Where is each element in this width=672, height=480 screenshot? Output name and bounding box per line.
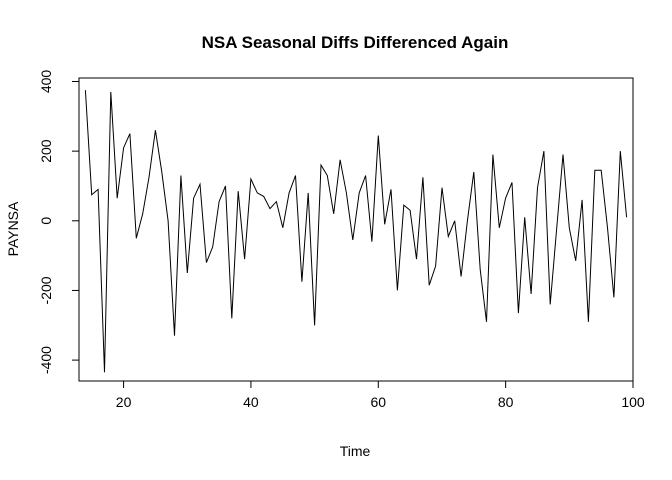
y-tick-label: -400 (38, 346, 54, 374)
series-line-paynsa (84, 90, 628, 373)
y-tick-label: 200 (38, 139, 54, 163)
x-tick-label: 60 (370, 394, 386, 410)
chart-title: NSA Seasonal Diffs Differenced Again (202, 33, 509, 52)
x-tick-label: 20 (116, 394, 132, 410)
x-axis-label: Time (340, 443, 371, 459)
x-tick-label: 40 (243, 394, 259, 410)
x-tick-label: 100 (621, 394, 645, 410)
y-tick-label: -200 (38, 276, 54, 304)
y-axis-label: PAYNSA (5, 201, 21, 256)
x-tick-label: 80 (498, 394, 514, 410)
y-tick-label: 400 (38, 70, 54, 94)
y-axis: -400 -200 0 200 400 (38, 70, 80, 374)
y-tick-label: 0 (38, 217, 54, 225)
x-axis: 20 40 60 80 100 (116, 380, 645, 410)
plot-frame (78, 77, 634, 382)
